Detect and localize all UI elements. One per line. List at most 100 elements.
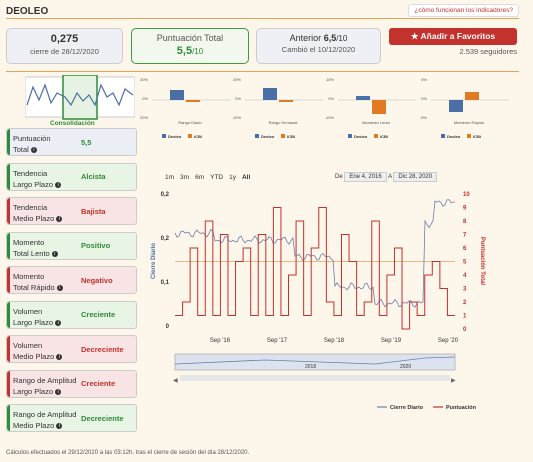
indicator-value: Decreciente xyxy=(81,413,124,423)
indicator-value: Bajista xyxy=(81,206,106,216)
score-value: 5,5 xyxy=(176,45,193,57)
info-icon[interactable]: i xyxy=(56,216,63,223)
info-icon[interactable]: i xyxy=(56,423,63,430)
right-tick: 5 xyxy=(463,260,467,266)
mini-bar xyxy=(372,100,386,114)
right-tick: 1 xyxy=(463,314,467,320)
indicator-card: Tendencia Largo Plazo i Alcista xyxy=(6,162,137,191)
range-button[interactable]: All xyxy=(241,174,251,181)
left-tick: 0 xyxy=(166,324,170,330)
mini-chart: 5% 0% -5% Deoleo ICBi Momento Rápido xyxy=(420,77,509,139)
indicator-card: Momento Total Lento i Positivo xyxy=(6,231,137,260)
section-divider xyxy=(6,71,519,72)
close-label: cierre de 28/12/2020 xyxy=(30,47,99,56)
scrollbar xyxy=(180,375,450,381)
right-tick: 4 xyxy=(463,273,467,279)
mini-legend-label: ICBi xyxy=(287,134,295,139)
indicator-value: Decreciente xyxy=(81,344,124,354)
add-favorite-button[interactable]: ★ Añadir a Favoritos xyxy=(389,28,517,45)
info-icon[interactable]: i xyxy=(30,147,37,154)
info-icon[interactable]: i xyxy=(55,388,62,395)
mini-tick: 10% xyxy=(326,77,334,82)
right-tick: 9 xyxy=(463,206,467,212)
mini-chart: 20% 0% -10% Deoleo ICBi Rango Semanal xyxy=(232,77,323,139)
range-button[interactable]: 1y xyxy=(229,174,236,181)
indicator-label: Tendencia Medio Plazo i xyxy=(13,202,63,224)
mini-legend-label: ICBi xyxy=(380,134,388,139)
date-from-input[interactable]: Ene 4, 2016 xyxy=(344,172,387,182)
close-box: 0,275 cierre de 28/12/2020 xyxy=(6,28,123,64)
mini-caption: Momento Rápido xyxy=(454,120,485,125)
indicator-label: Volumen Largo Plazo i xyxy=(13,306,62,328)
indicator-label-line2: Medio Plazo xyxy=(13,214,55,223)
info-icon[interactable]: i xyxy=(55,319,62,326)
scroll-left-icon: ◀ xyxy=(173,378,178,384)
indicator-label-line1: Tendencia xyxy=(13,168,48,178)
right-tick: 2 xyxy=(463,300,467,306)
range-button[interactable]: 6m xyxy=(195,174,205,181)
mini-tick: -5% xyxy=(420,115,428,120)
indicator-label: Rango de Amplitud Largo Plazo i xyxy=(13,375,76,397)
indicator-label-line2: Total Lento xyxy=(13,248,50,258)
range-button[interactable]: 3m xyxy=(180,174,190,181)
range-button[interactable]: 1m xyxy=(165,174,175,181)
date-to-input[interactable]: Dic 28, 2020 xyxy=(393,172,438,182)
indicator-label: Puntuación Total i xyxy=(13,133,51,155)
indicator-accent xyxy=(7,301,10,328)
indicator-label-line1: Puntuación xyxy=(13,134,51,143)
score-box: Puntuación Total 5,5/10 xyxy=(131,28,249,64)
date-to-label: A xyxy=(388,174,392,180)
previous-box: Anterior 6,5/10 Cambió el 10/12/2020 xyxy=(256,28,381,64)
info-icon[interactable]: i xyxy=(55,181,62,188)
navigator-tick: 2018 xyxy=(305,364,316,370)
legend-swatch xyxy=(467,134,471,138)
y-axis-right-label: Puntuación Total xyxy=(479,237,485,286)
indicator-card: Momento Total Rápido i Negativo xyxy=(6,266,137,294)
indicator-label-line2: Largo Plazo xyxy=(13,386,54,396)
indicator-card: Rango de Amplitud Medio Plazo i Decrecient… xyxy=(6,404,137,432)
mini-tick: -10% xyxy=(232,115,242,120)
mini-legend-label: ICBi xyxy=(194,134,202,139)
mini-tick: 5% xyxy=(421,77,427,82)
mini-legend-label: Deoleo xyxy=(447,134,461,139)
indicator-label-line1: Momento xyxy=(13,237,45,247)
indicator-value: Negativo xyxy=(81,275,113,285)
left-tick: 0,2 xyxy=(161,192,170,198)
legend-swatch xyxy=(281,134,285,138)
indicator-accent xyxy=(7,198,10,224)
legend-swatch xyxy=(188,134,192,138)
mini-tick: -10% xyxy=(325,115,335,120)
scroll-right-icon: ▶ xyxy=(451,378,456,384)
prev-value: 6,5 xyxy=(323,33,337,43)
indicator-label-line1: Rango de Amplitud xyxy=(13,375,77,385)
score-line xyxy=(175,207,455,330)
info-icon[interactable]: i xyxy=(51,250,58,257)
range-button[interactable]: YTD xyxy=(210,174,224,181)
indicator-card: Puntuación Total i 5,5 xyxy=(6,128,137,156)
score-label: Puntuación Total xyxy=(156,33,224,43)
left-tick: 0,2 xyxy=(161,236,170,242)
mini-chart: 20% 0% -20% Deoleo ICBi Rango Diario xyxy=(140,77,230,139)
indicator-card: Rango de Amplitud Largo Plazo i Creciente xyxy=(6,369,137,398)
indicator-value: Creciente xyxy=(81,310,116,319)
mini-tick: 20% xyxy=(140,77,148,82)
indicator-accent xyxy=(7,405,10,431)
info-icon[interactable]: i xyxy=(56,354,63,361)
info-icon[interactable]: i xyxy=(56,285,63,292)
indicator-label-line1: Volumen xyxy=(13,341,43,350)
mini-caption: Rango Diario xyxy=(178,120,202,125)
legend-swatch xyxy=(162,134,166,138)
legend-swatch xyxy=(255,134,259,138)
footer-note: Cálculos efectuados el 29/12/2020 a las … xyxy=(6,450,250,456)
legend-swatch xyxy=(441,134,445,138)
right-tick: 7 xyxy=(463,233,467,239)
indicator-label-line2: Medio Plazo xyxy=(13,352,55,361)
indicator-accent xyxy=(7,232,10,259)
help-link[interactable]: ¿cómo funcionan los indicadores? xyxy=(408,4,519,17)
range-buttons: 1m 3m 6m YTD 1y All xyxy=(165,174,256,181)
mini-bar xyxy=(449,100,463,112)
legend-swatch xyxy=(348,134,352,138)
page-title: DEOLEO xyxy=(6,6,49,17)
right-tick: 6 xyxy=(463,246,467,252)
